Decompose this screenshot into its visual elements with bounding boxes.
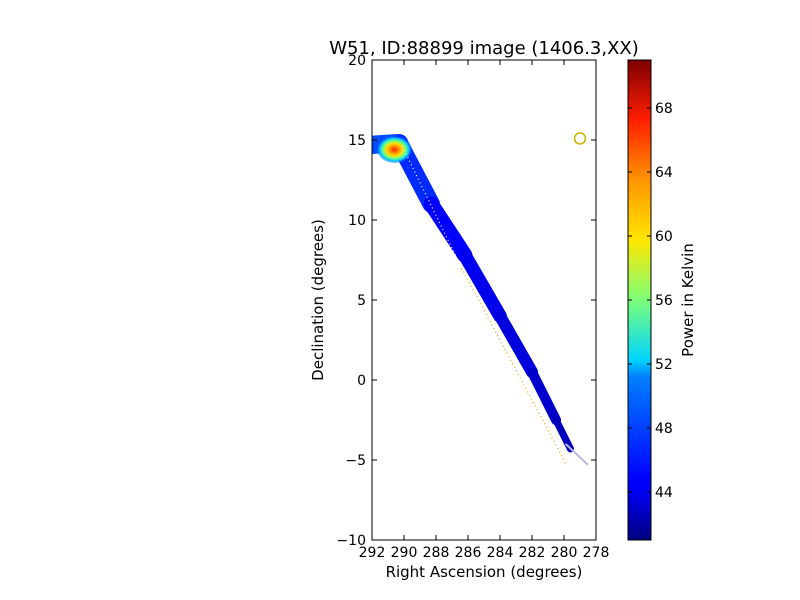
scan-strip-layer: [372, 132, 589, 466]
colorbar-ticks: 44 48 52 56 60 64 68: [628, 101, 673, 501]
chart-title: W51, ID:88899 image (1406.3,XX): [329, 38, 639, 59]
scan-strip-segment: [423, 196, 473, 263]
x-tick-label: 278: [583, 545, 610, 561]
colorbar-tick-label: 48: [655, 421, 673, 437]
x-tick-label: 280: [551, 545, 578, 561]
colorbar-tick-label: 60: [655, 229, 673, 245]
colorbar-label: Power in Kelvin: [679, 243, 697, 357]
colorbar-tick-label: 56: [655, 293, 673, 309]
y-tick-label: 10: [348, 213, 366, 229]
x-tick-label: 288: [423, 545, 450, 561]
y-tick-label: 5: [357, 293, 366, 309]
x-tick-label: 282: [519, 545, 546, 561]
colorbar-tick-label: 64: [655, 165, 673, 181]
y-tick-label: 15: [348, 133, 366, 149]
dotted-track-yellow: [461, 267, 567, 464]
scan-strip-segment: [552, 416, 575, 453]
colorbar-tick-label: 44: [655, 485, 673, 501]
y-axis-ticks: −10 −5 0 5 10 15 20: [336, 53, 596, 549]
x-axis-label: Right Ascension (degrees): [386, 563, 583, 581]
y-tick-label: 0: [357, 373, 366, 389]
x-tick-label: 292: [359, 545, 386, 561]
y-tick-label: 20: [348, 53, 366, 69]
hotspot: [376, 135, 413, 164]
colorbar-tick-label: 68: [655, 101, 673, 117]
scan-strip-segment: [494, 310, 538, 378]
colorbar-tick-label: 52: [655, 357, 673, 373]
dotted-track-white: [401, 146, 463, 269]
y-axis-label: Declination (degrees): [309, 219, 327, 381]
y-tick-label: −10: [336, 533, 366, 549]
y-tick-label: −5: [345, 453, 366, 469]
scan-strip-segment: [527, 367, 561, 425]
x-tick-label: 284: [487, 545, 514, 561]
x-tick-label: 290: [391, 545, 418, 561]
marker-circle: [573, 132, 587, 145]
x-tick-label: 286: [455, 545, 482, 561]
scan-strip-tail: [564, 443, 589, 466]
scan-strip-segment: [457, 248, 507, 323]
x-axis-ticks: 292 290 288 286 284 282 280 278: [359, 60, 610, 561]
